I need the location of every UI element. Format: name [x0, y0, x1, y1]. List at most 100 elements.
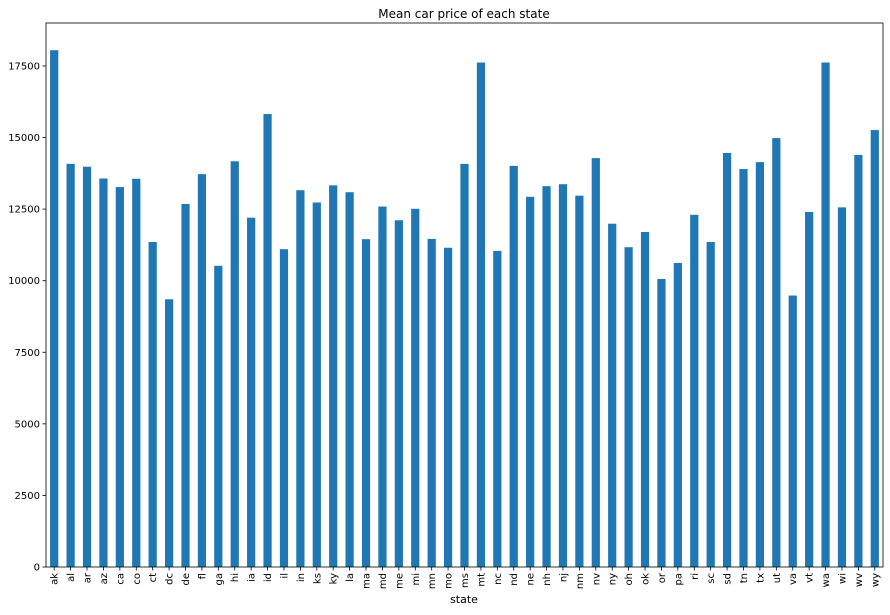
y-tick-label: 15000 — [8, 133, 40, 144]
y-tick-label: 0 — [34, 563, 40, 574]
bar-mt — [476, 62, 486, 568]
bar-il — [279, 249, 289, 568]
bar-ny — [608, 223, 617, 567]
x-tick-label: mo — [444, 573, 455, 589]
bar-la — [345, 192, 354, 567]
bar-mo — [443, 247, 453, 568]
y-tick-label: 17500 — [8, 61, 40, 72]
y-tick-label: 2500 — [15, 491, 40, 502]
x-tick-label: in — [296, 573, 307, 582]
x-tick-label: mi — [411, 573, 422, 586]
x-tick-label: sd — [723, 573, 734, 585]
x-tick-label: or — [657, 572, 668, 583]
bar-oh — [624, 247, 633, 568]
x-axis-label: state — [450, 593, 478, 606]
bar-co — [132, 178, 141, 567]
x-tick-label: il — [279, 573, 290, 579]
bar-sd — [722, 152, 732, 567]
bar-id — [263, 114, 272, 567]
x-tick-label: ok — [641, 573, 652, 585]
bar-me — [394, 220, 403, 567]
x-tick-label: ne — [526, 573, 537, 586]
x-tick-label: ri — [690, 573, 701, 580]
x-tick-label: vt — [805, 573, 816, 583]
x-tick-label: nv — [591, 573, 602, 585]
chart-title: Mean car price of each state — [378, 7, 549, 21]
x-tick-label: mn — [427, 573, 438, 589]
bars-group — [50, 50, 879, 568]
x-tick-label: dc — [165, 573, 176, 585]
bar-ne — [526, 196, 535, 567]
x-tick-label: oh — [624, 573, 635, 585]
bar-or — [657, 278, 666, 567]
x-tick-label: md — [378, 573, 389, 589]
y-tick-label: 12500 — [8, 205, 40, 216]
x-tick-label: ky — [329, 573, 340, 584]
bar-ca — [115, 187, 124, 567]
x-tick-label: ar — [83, 572, 94, 583]
x-tick-label: nj — [558, 573, 569, 582]
bar-ut — [772, 138, 781, 568]
bar-nm — [575, 195, 584, 567]
bar-ks — [312, 202, 321, 567]
x-tick-label: va — [788, 573, 799, 585]
x-tick-label: sc — [706, 573, 717, 584]
x-tick-label: wy — [870, 573, 881, 587]
x-tick-label: tx — [755, 573, 766, 583]
x-tick-label: id — [263, 573, 274, 582]
bar-dc — [164, 299, 174, 567]
bar-tn — [739, 169, 748, 567]
bar-md — [378, 206, 387, 567]
x-tick-label: ga — [214, 573, 225, 585]
bar-mn — [427, 238, 436, 567]
x-tick-label: ma — [362, 573, 373, 589]
plot-frame — [45, 22, 884, 568]
bar-ms — [460, 163, 469, 567]
x-tick-label: ms — [460, 573, 471, 588]
x-tick-label: ca — [115, 573, 126, 585]
bar-ak — [50, 50, 59, 567]
y-tick-label: 5000 — [15, 419, 40, 430]
bar-az — [99, 178, 108, 567]
y-tick-label: 10000 — [8, 276, 40, 287]
x-tick-label: nm — [575, 573, 586, 589]
x-tick-label: al — [66, 573, 77, 582]
x-axis: ak al ar az ca co ct dc de fl ga hi ia id il in ks ky la ma… — [50, 567, 881, 589]
bar-ri — [690, 214, 699, 567]
x-tick-label: pa — [673, 573, 684, 585]
bar-nc — [493, 250, 502, 568]
x-tick-label: nc — [493, 573, 504, 585]
bar-wv — [854, 154, 863, 567]
bar-nj — [558, 184, 568, 567]
x-tick-label: me — [394, 573, 405, 589]
bar-hi — [230, 161, 239, 567]
bar-pa — [673, 262, 682, 567]
x-tick-label: ak — [50, 573, 61, 585]
bar-in — [296, 190, 305, 567]
bar-sc — [706, 242, 715, 567]
x-tick-label: ia — [247, 573, 258, 582]
bar-mi — [411, 208, 420, 567]
bar-ia — [247, 217, 256, 567]
bar-nv — [591, 158, 600, 567]
bar-ct — [148, 242, 157, 567]
bar-ga — [214, 265, 223, 567]
bar-ky — [329, 185, 338, 567]
x-tick-label: nd — [509, 573, 520, 586]
x-tick-label: la — [345, 573, 356, 582]
x-tick-label: ut — [772, 573, 783, 583]
x-tick-label: hi — [230, 573, 241, 582]
x-tick-label: wi — [837, 573, 848, 584]
x-tick-label: wa — [821, 573, 832, 587]
x-tick-label: ks — [312, 573, 323, 584]
x-tick-label: nh — [542, 573, 553, 586]
x-tick-label: mt — [476, 573, 487, 587]
bar-vt — [805, 211, 814, 567]
bar-de — [181, 203, 190, 567]
bar-wi — [837, 207, 847, 567]
bar-va — [788, 295, 797, 567]
x-tick-label: ct — [148, 573, 159, 582]
x-tick-label: de — [181, 573, 192, 586]
